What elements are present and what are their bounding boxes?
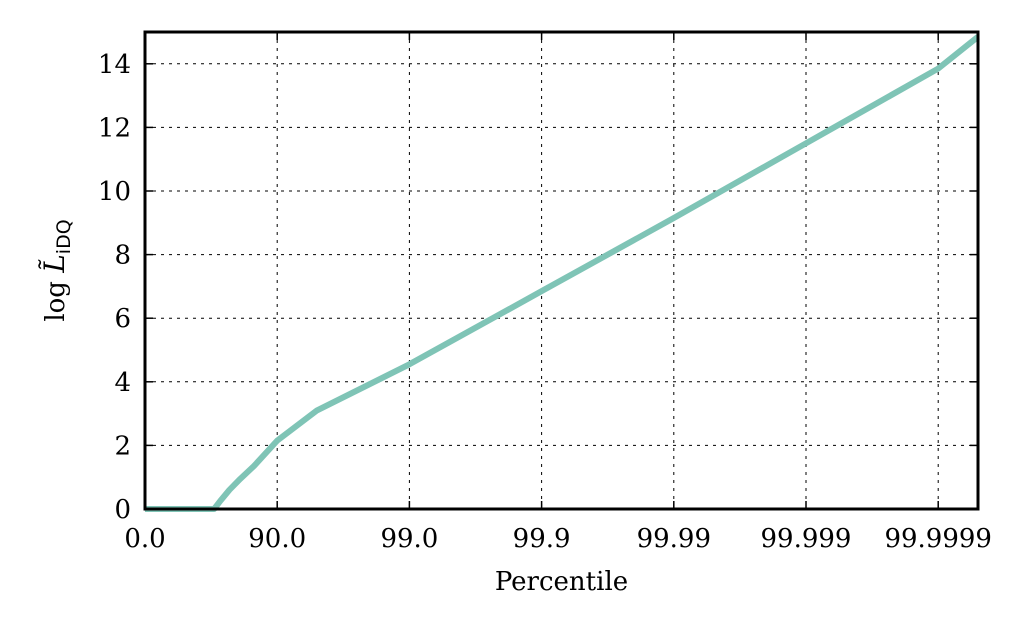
x-tick-label: 99.999 [761,524,852,554]
x-tick-label: 90.0 [248,524,306,554]
y-tick-label: 6 [114,304,131,334]
x-tick-label: 99.9 [513,524,571,554]
grid-layer [145,32,978,509]
x-tick-label: 99.0 [380,524,438,554]
x-tick-label: 99.9999 [884,524,992,554]
x-tick-label: 0.0 [124,524,165,554]
label-layer: 0.0 90.0 99.0 99.9 99.99 99.999 99.9999 0 2 4 6 8 10… [98,50,992,554]
y-tick-label: 2 [114,431,131,461]
y-tick-label: 12 [98,113,131,143]
y-axis-label-prefix: log [41,273,71,322]
x-axis-label: Percentile [495,567,628,597]
y-axis-label-symbol: L̃ [38,254,71,274]
series-layer [145,34,980,512]
plot-frame [143,30,980,511]
y-axis-label-subscript: iDQ [53,219,75,254]
series-line [145,34,980,512]
tick-layer [144,32,978,510]
y-tick-label: 0 [114,495,131,525]
x-tick-label: 99.99 [637,524,711,554]
y-tick-label: 14 [98,50,131,80]
y-tick-label: 4 [114,368,131,398]
y-axis-label: log L̃iDQ [38,219,75,321]
y-tick-label: 8 [114,241,131,271]
y-tick-label: 10 [98,177,131,207]
